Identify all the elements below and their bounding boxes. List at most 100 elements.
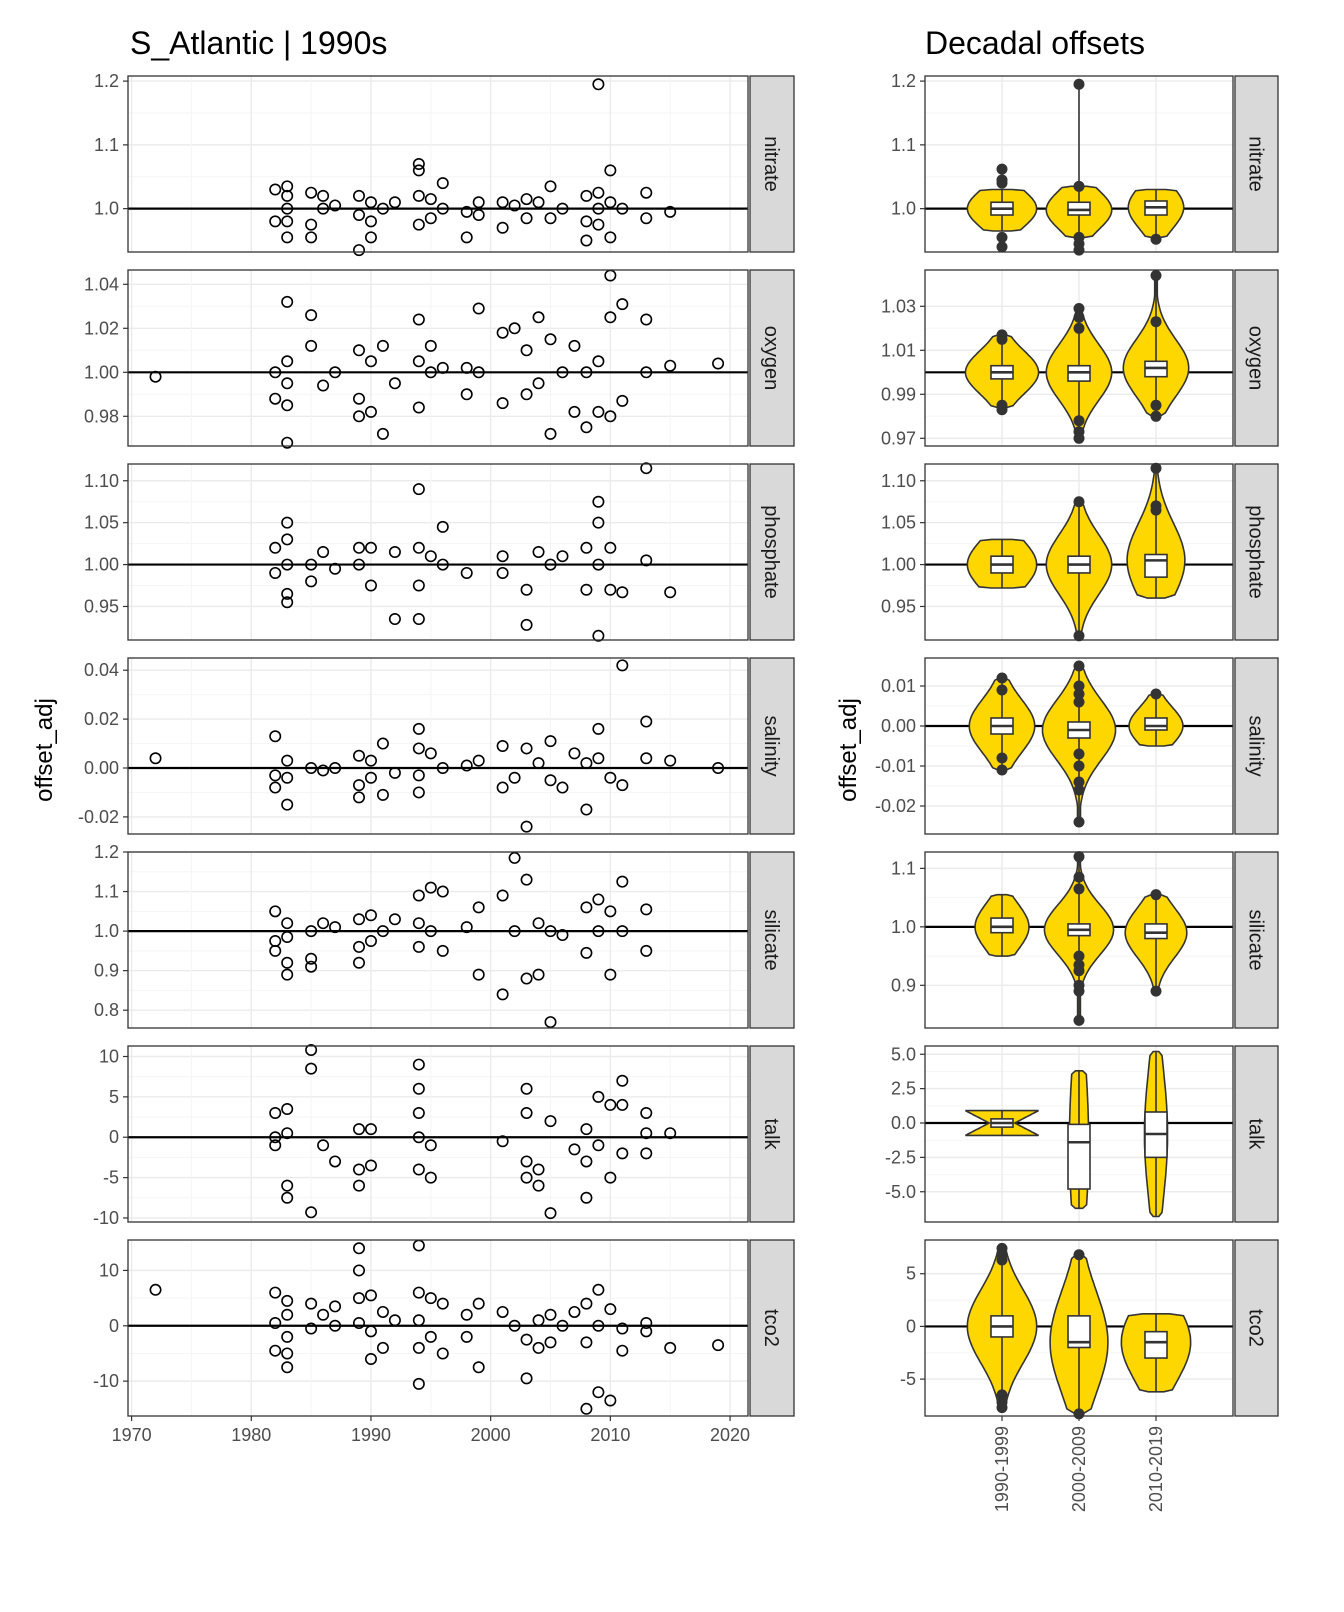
outlier-point [1073, 748, 1085, 760]
panel-background [128, 852, 748, 1028]
violin-facet-salinity: -0.02 -0.01 0.00 0.01 salinity [875, 657, 1279, 835]
data-point [436, 558, 449, 571]
y-tick-label: 5 [109, 1087, 119, 1107]
data-point [592, 1319, 605, 1332]
panel-border [127, 1239, 749, 1417]
scatter-facet-silicate: 0.8 0.9 1.0 1.1 1.2 silicate [94, 842, 795, 1029]
data-point [520, 742, 533, 755]
data-point [281, 931, 294, 944]
left-y-axis-label: offset_adj [31, 698, 58, 802]
data-point [616, 586, 629, 599]
data-point [664, 754, 677, 767]
facet-strip [1234, 269, 1279, 447]
data-point [460, 205, 473, 218]
data-point [520, 1107, 533, 1120]
facet-strip [749, 1045, 795, 1223]
y-tick-label: 0 [109, 1127, 119, 1147]
data-point [508, 851, 521, 864]
y-tick-label: 1.2 [94, 842, 119, 862]
y-tick-label: 1.03 [881, 296, 916, 316]
data-point [472, 1297, 485, 1310]
x-tick-label: 2010 [590, 1425, 630, 1445]
data-point [269, 566, 282, 579]
data-point [281, 917, 294, 930]
data-point [329, 761, 342, 774]
data-point [496, 326, 509, 339]
data-point [604, 1098, 617, 1111]
facet-strip [1234, 851, 1279, 1029]
data-point [412, 218, 425, 231]
data-point [592, 629, 605, 642]
facet-strip-label: salinity [760, 715, 782, 776]
data-point [460, 759, 473, 772]
data-point [436, 885, 449, 898]
y-tick-label: 0.00 [881, 716, 916, 736]
data-point [364, 231, 377, 244]
data-point [496, 550, 509, 563]
data-point [376, 737, 389, 750]
data-point [580, 1402, 593, 1415]
data-point [424, 747, 437, 760]
data-point [640, 1317, 653, 1330]
data-point [353, 956, 366, 969]
data-point [412, 1341, 425, 1354]
y-tick-label: 0.9 [94, 961, 119, 981]
data-point [616, 1098, 629, 1111]
data-point [412, 401, 425, 414]
data-point [640, 212, 653, 225]
data-point [305, 558, 318, 571]
data-point [616, 298, 629, 311]
data-point [412, 189, 425, 202]
data-point [305, 1297, 318, 1310]
data-point [436, 1297, 449, 1310]
data-point [508, 199, 521, 212]
facet-strip-label: oxygen [760, 326, 782, 391]
data-point [364, 1325, 377, 1338]
data-point [664, 205, 677, 218]
facet-strip-label: nitrate [760, 136, 782, 192]
data-point [604, 541, 617, 554]
scatter-x-axis: 1970 1980 1990 2000 2010 2020 [112, 1416, 750, 1445]
y-tick-label: 0 [109, 1316, 119, 1336]
panel-border [127, 75, 749, 253]
y-tick-label: -0.02 [875, 796, 916, 816]
outlier-point [1073, 1249, 1085, 1261]
data-point [592, 1139, 605, 1152]
outlier-point [1073, 950, 1085, 962]
facet-strip-label: oxygen [1245, 326, 1267, 391]
data-point [592, 1090, 605, 1103]
data-point [353, 779, 366, 792]
data-point [364, 541, 377, 554]
data-point [353, 209, 366, 222]
outlier-point [1073, 180, 1085, 192]
data-point [460, 388, 473, 401]
outlier-point [996, 333, 1008, 345]
data-point [149, 752, 162, 765]
data-point [604, 968, 617, 981]
x-tick-label: 2010-2019 [1146, 1426, 1166, 1512]
data-point [281, 533, 294, 546]
data-point [556, 781, 569, 794]
data-point [353, 1317, 366, 1330]
data-point [508, 1319, 521, 1332]
panel-border [924, 1045, 1234, 1223]
panel-border [127, 657, 749, 835]
data-point [305, 1062, 318, 1075]
y-tick-label: 0.00 [84, 758, 119, 778]
data-point [580, 803, 593, 816]
data-point [317, 917, 330, 930]
data-point [364, 1352, 377, 1365]
data-point [412, 541, 425, 554]
panel-background [128, 1046, 748, 1222]
data-point [353, 913, 366, 926]
scatter-facets: 1.01.11.2nitrate0.981.001.021.04oxygen0.… [78, 71, 795, 1417]
data-point [604, 583, 617, 596]
facet-strip [749, 75, 795, 253]
data-point [580, 583, 593, 596]
facet-strip [749, 269, 795, 447]
data-point [353, 244, 366, 257]
data-point [269, 1139, 282, 1152]
data-point [520, 873, 533, 886]
y-tick-label: 1.00 [84, 362, 119, 382]
data-point [544, 558, 557, 571]
